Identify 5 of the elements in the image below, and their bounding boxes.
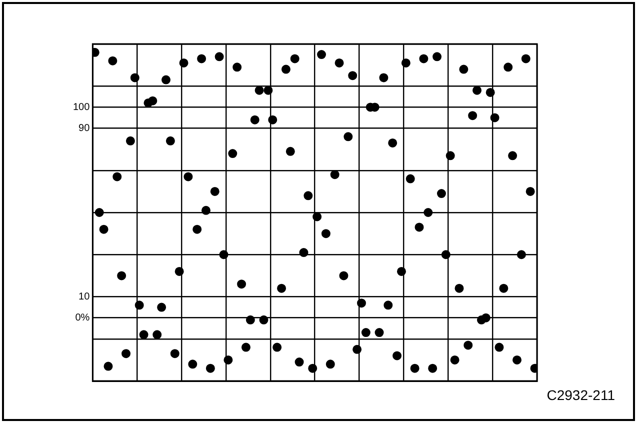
y-tick-label: 0% (75, 312, 90, 324)
y-tick-label: 90 (78, 123, 90, 134)
y-tick-label: 100 (72, 102, 90, 113)
y-tick-label: 10 (78, 292, 90, 302)
text: C2932-211 (546, 387, 615, 403)
